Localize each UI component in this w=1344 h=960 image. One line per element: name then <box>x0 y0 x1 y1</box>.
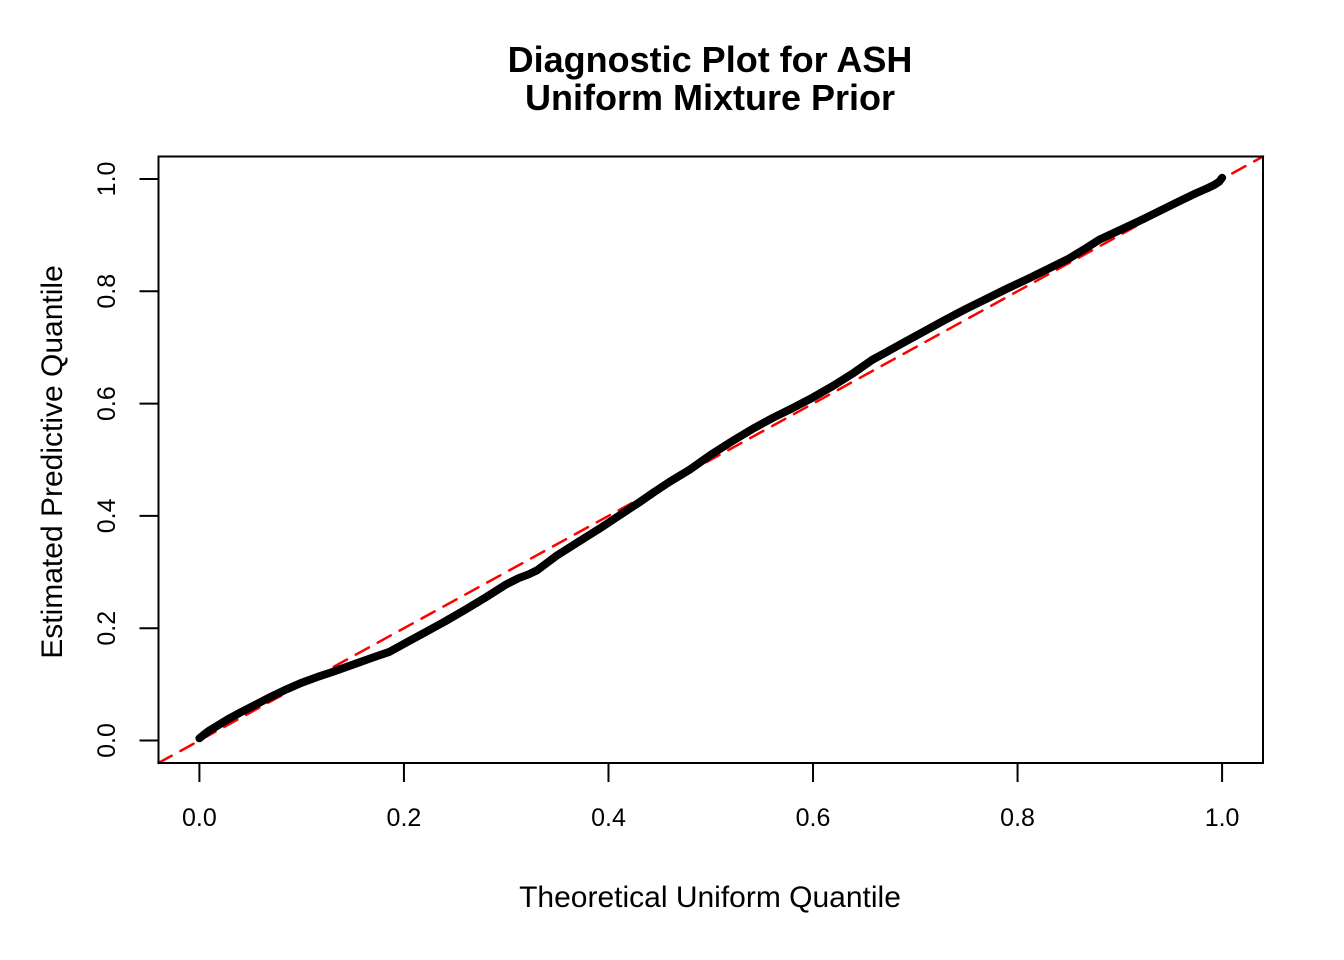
estimated-predictive-quantiles <box>195 173 1227 743</box>
x-tick-label: 0.4 <box>591 804 626 832</box>
x-tick-label: 0.6 <box>796 804 831 832</box>
y-tick-label: 0.2 <box>93 611 121 646</box>
y-tick-label: 0.6 <box>93 386 121 421</box>
y-tick-label: 1.0 <box>93 162 121 197</box>
series-layer <box>157 155 1265 765</box>
y-axis-ticks: 0.0 0.2 0.4 0.6 0.8 1.0 <box>93 162 159 758</box>
x-tick-label: 0.8 <box>1000 804 1035 832</box>
x-axis-title: Theoretical Uniform Quantile <box>519 881 901 914</box>
identity-reference-line <box>157 155 1265 765</box>
chart-title-line-1: Diagnostic Plot for ASH <box>508 39 913 80</box>
x-tick-label: 0.2 <box>387 804 422 832</box>
x-axis-ticks: 0.0 0.2 0.4 0.6 0.8 1.0 <box>182 763 1239 832</box>
y-axis-title: Estimated Predictive Quantile <box>36 265 69 659</box>
plot-border-box <box>157 155 1264 764</box>
x-tick-label: 0.0 <box>182 804 217 832</box>
x-tick-label: 1.0 <box>1205 804 1240 832</box>
chart-title-line-2: Uniform Mixture Prior <box>525 77 895 118</box>
y-tick-label: 0.0 <box>93 723 121 758</box>
y-tick-label: 0.4 <box>93 498 121 533</box>
y-tick-label: 0.8 <box>93 274 121 309</box>
